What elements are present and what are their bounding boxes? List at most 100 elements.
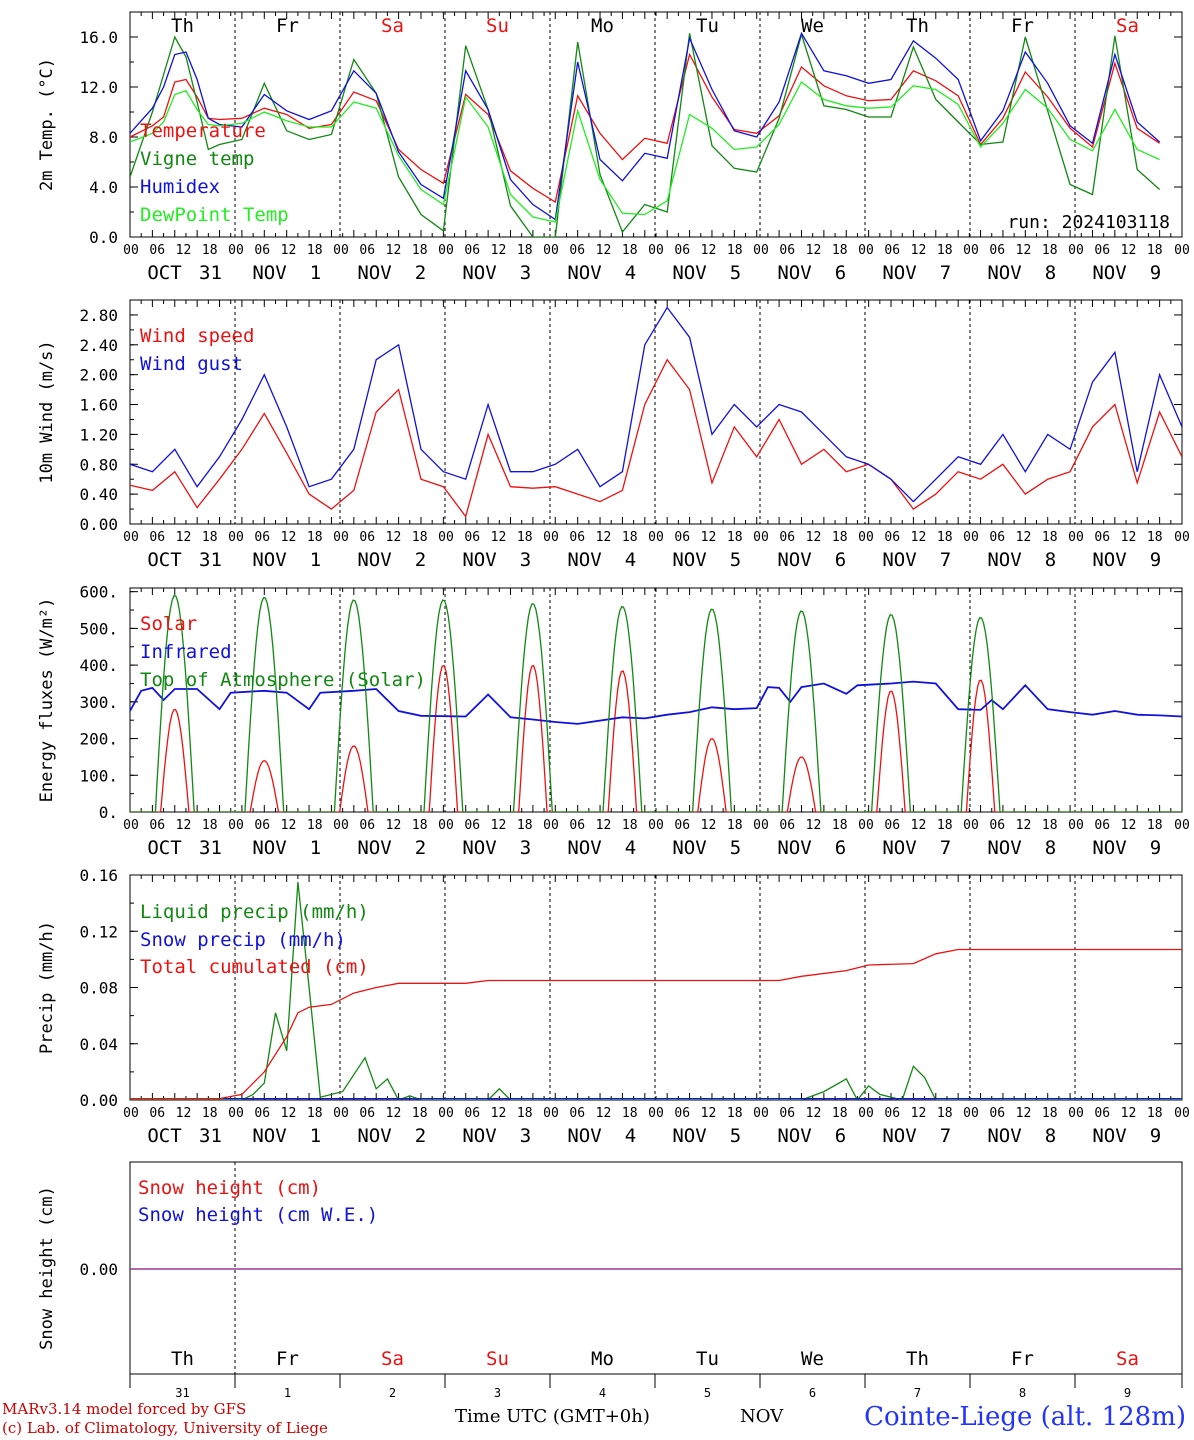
y-tick-label: 16.0 — [79, 28, 118, 47]
hour-tick-label: 00 — [333, 243, 349, 258]
y-tick-label: 400. — [79, 656, 118, 675]
day-abbr-label: Mo — [591, 15, 614, 37]
hour-tick-label: 12 — [596, 1106, 612, 1121]
hour-tick-label: 18 — [517, 530, 533, 545]
legend-wind-speed: Wind speed — [140, 325, 254, 347]
hour-tick-label: 00 — [858, 530, 874, 545]
hour-tick-label: 18 — [1147, 818, 1163, 833]
date-day-label: 6 — [835, 837, 846, 859]
hour-tick-label: 00 — [1174, 243, 1190, 258]
y-axis-label: 10m Wind (m/s) — [37, 340, 57, 483]
series-line-wind-gust — [130, 306, 1182, 503]
date-month-label: NOV — [882, 1125, 916, 1147]
date-month-label: NOV — [987, 262, 1021, 284]
hour-tick-label: 12 — [806, 243, 822, 258]
hour-tick-label: 06 — [779, 243, 795, 258]
day-abbr-label: Fr — [276, 15, 299, 37]
hour-tick-label: 00 — [753, 243, 769, 258]
date-day-label: 1 — [310, 1125, 321, 1147]
hour-tick-label: 00 — [1068, 1106, 1084, 1121]
plot-frame — [129, 587, 1183, 813]
date-month-label: NOV — [777, 262, 811, 284]
hour-tick-label: 06 — [779, 1106, 795, 1121]
hour-tick-label: 06 — [989, 1106, 1005, 1121]
legend-snow-precip-mm-h-: Snow precip (mm/h) — [140, 929, 346, 951]
y-tick-label: 200. — [79, 730, 118, 749]
y-axis-label: Energy fluxes (W/m²) — [37, 598, 57, 803]
date-day-label: 4 — [625, 549, 636, 571]
hour-tick-label: 06 — [884, 243, 900, 258]
date-day-label: 7 — [940, 837, 951, 859]
date-month-label: NOV — [777, 549, 811, 571]
hour-tick-label: 18 — [832, 530, 848, 545]
legend-humidex: Humidex — [140, 176, 220, 198]
hour-tick-label: 12 — [386, 818, 402, 833]
hour-tick-label: 18 — [622, 818, 638, 833]
hour-tick-label: 12 — [281, 243, 297, 258]
hour-tick-label: 18 — [412, 1106, 428, 1121]
hour-tick-label: 18 — [832, 818, 848, 833]
date-month-label: NOV — [987, 1125, 1021, 1147]
hour-tick-label: 18 — [412, 818, 428, 833]
hour-tick-label: 00 — [1068, 818, 1084, 833]
y-axis-label: Precip (mm/h) — [37, 921, 57, 1054]
date-month-label: NOV — [777, 1125, 811, 1147]
hour-tick-label: 00 — [333, 530, 349, 545]
y-tick-label: 0.00 — [79, 1091, 118, 1110]
station-name: Cointe-Liege (alt. 128m) — [864, 1402, 1186, 1432]
hour-tick-label: 18 — [727, 818, 743, 833]
date-day-label: 2 — [415, 262, 426, 284]
hour-tick-label: 18 — [1147, 243, 1163, 258]
hour-tick-label: 00 — [228, 530, 244, 545]
date-day-label: 31 — [199, 837, 222, 859]
hour-tick-label: 18 — [727, 530, 743, 545]
date-month-label: NOV — [357, 1125, 391, 1147]
hour-tick-label: 12 — [1121, 530, 1137, 545]
day-number-label: 6 — [809, 1386, 816, 1400]
hour-tick-label: 18 — [1042, 818, 1058, 833]
hour-tick-label: 00 — [963, 818, 979, 833]
y-tick-label: 0.0 — [89, 228, 118, 247]
hour-tick-label: 00 — [333, 818, 349, 833]
hour-tick-label: 06 — [674, 1106, 690, 1121]
hour-tick-label: 18 — [1042, 1106, 1058, 1121]
series-line-dewpoint-temp — [130, 81, 1160, 223]
hour-tick-label: 18 — [727, 1106, 743, 1121]
hour-tick-label: 12 — [911, 243, 927, 258]
date-month-label: NOV — [462, 262, 496, 284]
hour-tick-label: 06 — [1094, 818, 1110, 833]
hour-tick-label: 06 — [464, 818, 480, 833]
legend-snow-height-cm-w-e-: Snow height (cm W.E.) — [138, 1204, 378, 1226]
hour-tick-label: 12 — [1016, 243, 1032, 258]
panel-1: 0.04.08.012.016.02m Temp. (°C)00 06 12 18 00… — [37, 11, 1190, 284]
hour-tick-label: 12 — [911, 530, 927, 545]
hour-tick-label: 00 — [648, 818, 664, 833]
hour-tick-label: 12 — [806, 818, 822, 833]
date-month-label: NOV — [357, 262, 391, 284]
y-tick-label: 8.0 — [89, 128, 118, 147]
hour-tick-label: 06 — [359, 243, 375, 258]
y-tick-label: 0.12 — [79, 922, 118, 941]
footer-copyright: (c) Lab. of Climatology, University of L… — [2, 1419, 328, 1437]
series-line-solar — [130, 664, 1182, 812]
y-tick-label: 4.0 — [89, 178, 118, 197]
date-day-label: 2 — [415, 549, 426, 571]
y-tick-label: 0.16 — [79, 866, 118, 885]
hour-tick-label: 06 — [359, 530, 375, 545]
date-month-label: NOV — [987, 549, 1021, 571]
date-month-label: OCT — [147, 549, 181, 571]
hour-tick-label: 00 — [1174, 818, 1190, 833]
hour-tick-label: 12 — [281, 818, 297, 833]
hour-tick-label: 00 — [963, 1106, 979, 1121]
series-line-total-cumulated-cm- — [130, 948, 1182, 1100]
date-month-label: OCT — [147, 1125, 181, 1147]
y-tick-label: 1.60 — [79, 396, 118, 415]
hour-tick-label: 00 — [858, 243, 874, 258]
date-day-label: 8 — [1045, 837, 1056, 859]
day-number-label: 31 — [175, 1386, 189, 1400]
date-month-label: NOV — [462, 1125, 496, 1147]
hour-tick-label: 06 — [569, 818, 585, 833]
date-month-label: NOV — [567, 1125, 601, 1147]
hour-tick-label: 00 — [438, 243, 454, 258]
